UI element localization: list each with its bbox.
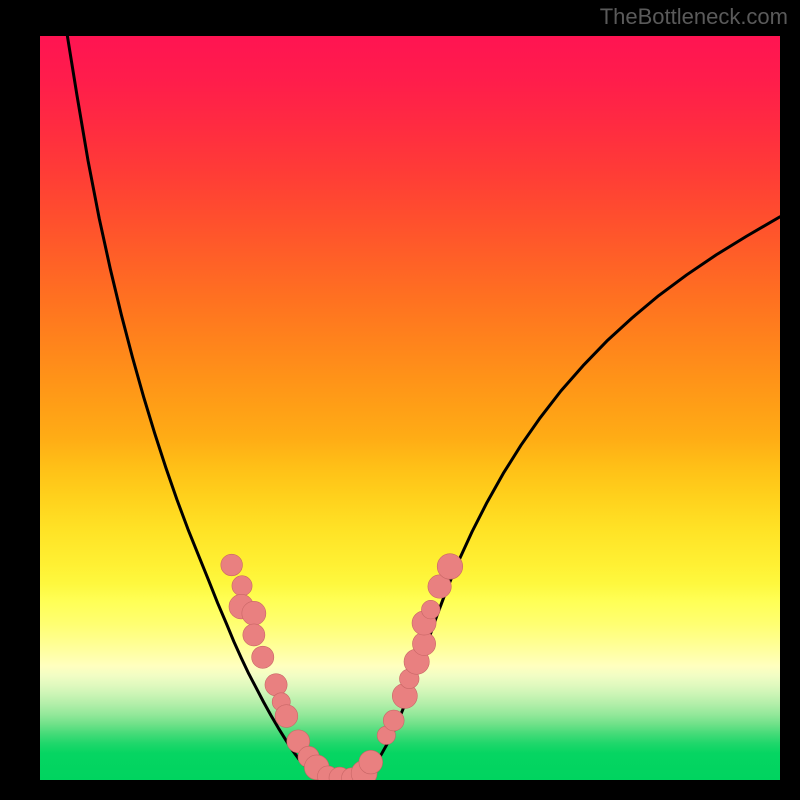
marker-dot (232, 576, 252, 596)
marker-dot (421, 600, 440, 619)
plot-area (40, 36, 780, 780)
marker-dot (437, 554, 463, 580)
marker-dot (243, 624, 265, 646)
marker-dot (383, 710, 404, 731)
marker-dot (275, 705, 298, 728)
marker-dot (221, 554, 243, 576)
marker-dot (265, 674, 287, 696)
chart-svg (40, 36, 780, 780)
marker-dot (412, 632, 435, 655)
marker-dot (242, 601, 266, 625)
marker-dot (359, 750, 383, 774)
marker-dot (252, 646, 274, 668)
watermark-text: TheBottleneck.com (600, 4, 788, 30)
